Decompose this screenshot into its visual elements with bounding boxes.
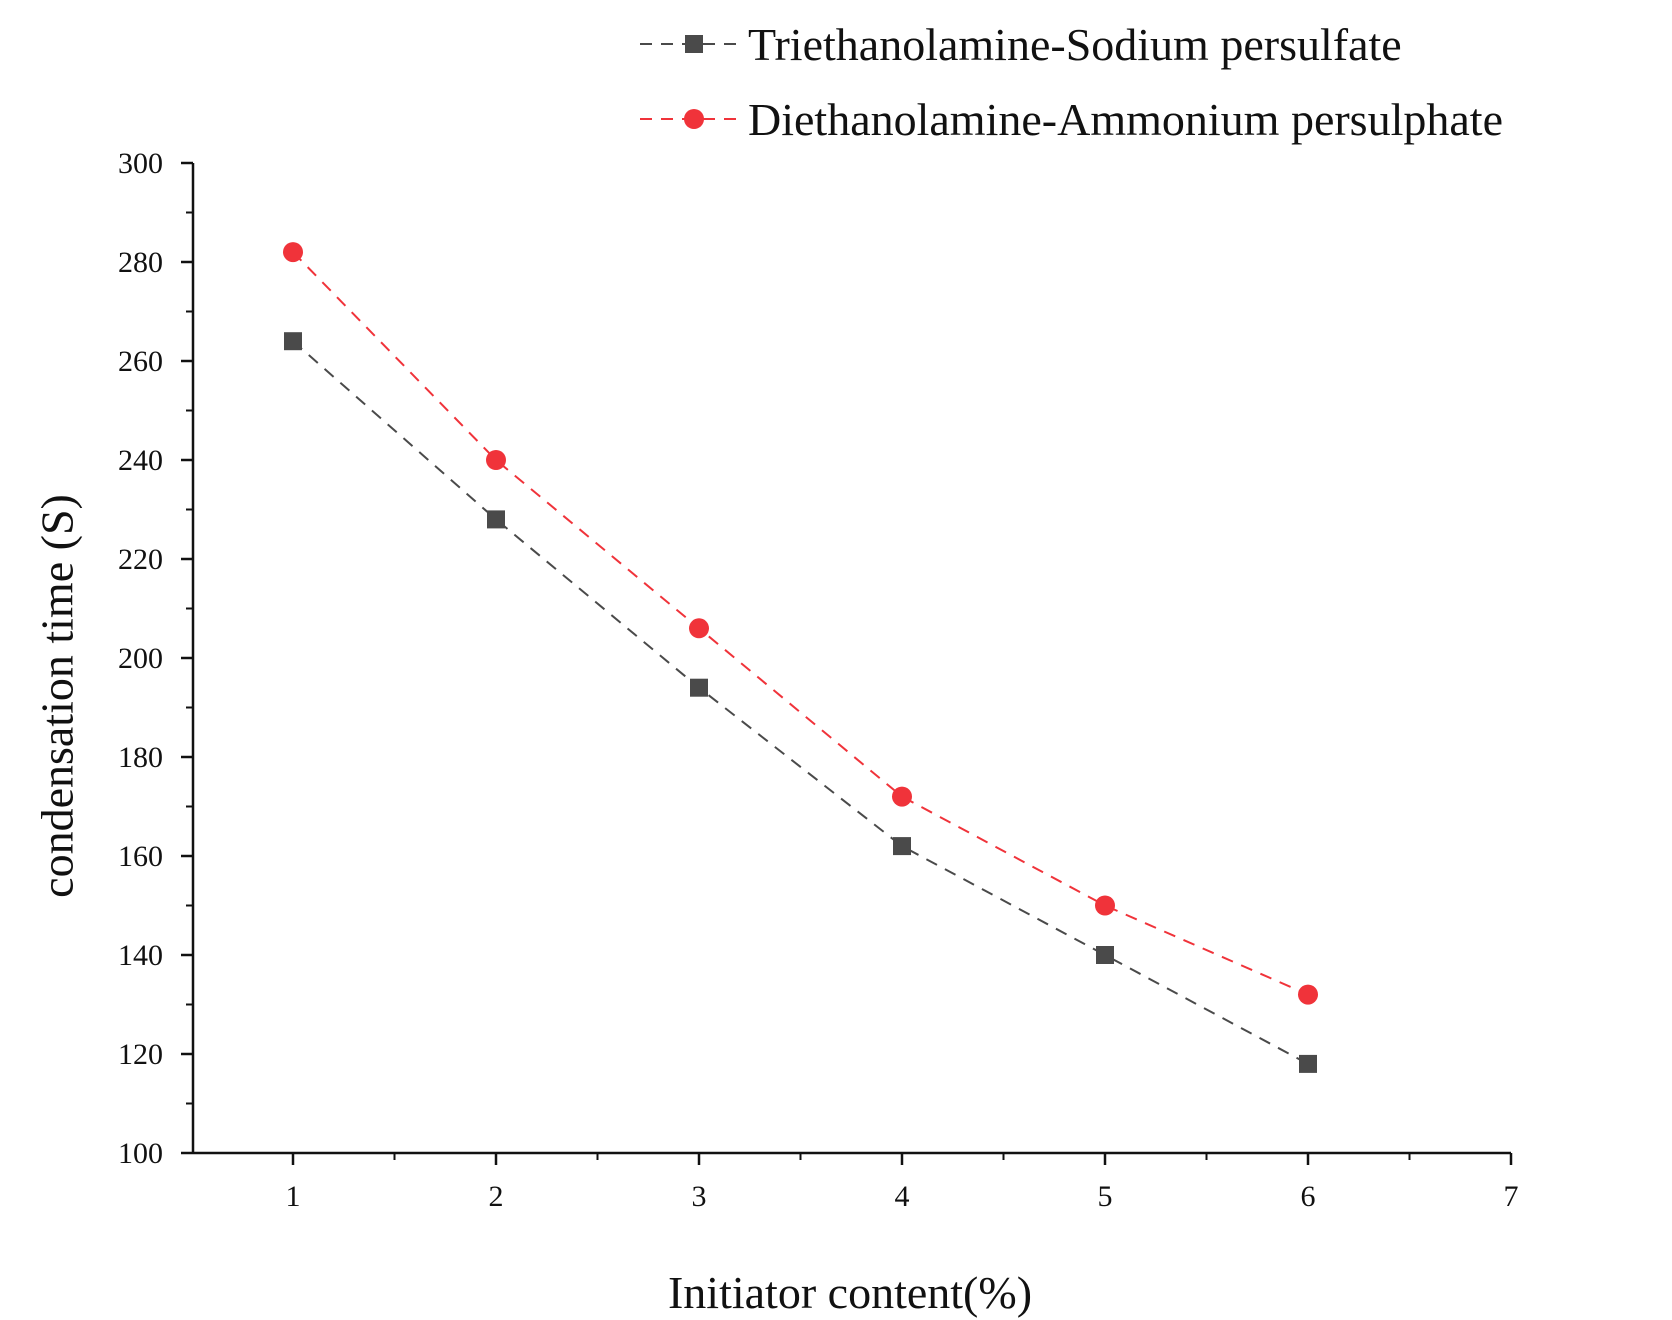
data-point-circle — [283, 242, 303, 263]
series-diethanolamine — [283, 242, 1318, 1005]
x-tick-label: 3 — [692, 1180, 707, 1213]
data-point-square — [690, 678, 708, 697]
series-line — [292, 340, 1309, 1065]
y-tick-label: 120 — [118, 1038, 163, 1071]
data-point-circle — [1095, 895, 1115, 916]
data-point-circle — [1298, 984, 1318, 1005]
y-tick-label: 160 — [118, 840, 163, 873]
y-tick-label: 180 — [118, 741, 163, 774]
y-tick-label: 100 — [118, 1137, 163, 1170]
legend-label-triethanolamine: Triethanolamine-Sodium persulfate — [748, 19, 1402, 70]
data-point-square — [284, 332, 302, 351]
x-tick-label: 2 — [489, 1180, 504, 1213]
data-point-square — [1096, 946, 1114, 964]
y-tick-label: 280 — [118, 246, 163, 279]
data-point-square — [487, 510, 505, 529]
data-point-square — [893, 837, 911, 856]
legend-marker-circle — [684, 109, 704, 129]
x-tick-label: 5 — [1098, 1180, 1113, 1213]
data-point-circle — [486, 450, 506, 470]
x-axis-title: Initiator content(%) — [668, 1267, 1032, 1318]
legend-item-triethanolamine-sodium-persulfate: Triethanolamine-Sodium persulfate — [640, 19, 1402, 70]
y-axis-ticks: 100 120 140 160 180 200 220 240 260 280 300 — [118, 147, 193, 1170]
x-tick-label: 4 — [895, 1180, 910, 1213]
x-axis-ticks: 1 2 3 4 5 6 7 — [286, 1153, 1519, 1213]
axes — [191, 163, 1511, 1155]
legend-item-diethanolamine-ammonium-persulphate: Diethanolamine-Ammonium persulphate — [640, 94, 1503, 145]
data-point-circle — [689, 618, 709, 639]
series-triethanolamine — [284, 332, 1317, 1073]
y-tick-label: 220 — [118, 543, 163, 576]
series-layer — [283, 242, 1318, 1073]
data-point-square — [1299, 1054, 1317, 1073]
data-point-circle — [892, 786, 912, 807]
x-tick-label: 1 — [286, 1180, 301, 1213]
y-tick-label: 300 — [118, 147, 163, 180]
y-tick-label: 260 — [118, 345, 163, 378]
legend-marker-square — [685, 35, 703, 53]
y-axis-title: condensation time (S) — [32, 494, 83, 898]
x-tick-label: 7 — [1504, 1180, 1519, 1213]
y-tick-label: 240 — [118, 444, 163, 477]
legend: Triethanolamine-Sodium persulfate Dietha… — [640, 19, 1503, 145]
y-tick-label: 200 — [118, 642, 163, 675]
series-line — [292, 251, 1309, 996]
x-tick-label: 6 — [1301, 1180, 1316, 1213]
y-tick-label: 140 — [118, 939, 163, 972]
legend-label-diethanolamine: Diethanolamine-Ammonium persulphate — [748, 94, 1503, 145]
